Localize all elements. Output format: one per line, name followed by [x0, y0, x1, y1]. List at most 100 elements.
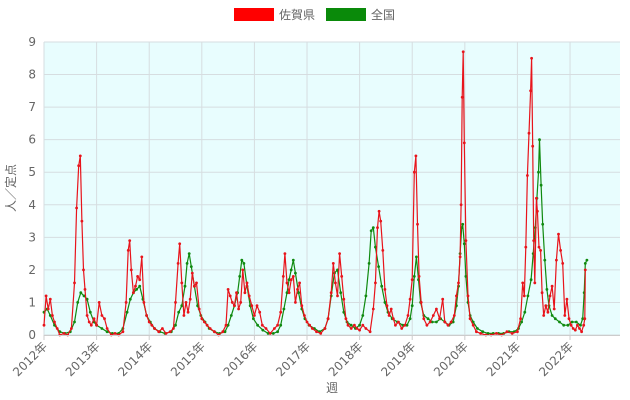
data-point	[533, 281, 537, 285]
data-point	[128, 297, 132, 301]
data-point	[226, 323, 230, 327]
data-point	[557, 232, 560, 236]
data-point	[305, 320, 309, 324]
data-point	[285, 291, 289, 295]
data-point	[355, 327, 359, 330]
data-point	[300, 304, 304, 308]
data-point	[77, 164, 81, 168]
data-point	[529, 89, 532, 93]
y-tick-label: 3	[28, 230, 36, 244]
data-point	[237, 307, 241, 311]
data-point	[342, 310, 346, 314]
data-point	[408, 297, 412, 301]
data-point	[213, 330, 216, 334]
data-point	[268, 332, 272, 335]
data-point	[157, 330, 161, 334]
data-point	[229, 314, 233, 317]
data-point	[397, 320, 400, 324]
data-point	[298, 281, 301, 285]
data-point	[291, 258, 295, 262]
data-point	[287, 291, 291, 295]
legend-item-saga[interactable]: 佐賀県	[234, 8, 315, 22]
data-point	[205, 323, 209, 327]
data-point	[315, 330, 318, 334]
data-point	[193, 284, 196, 288]
data-point	[530, 56, 533, 60]
data-point	[75, 206, 78, 210]
data-point	[243, 291, 247, 295]
data-point	[541, 222, 545, 226]
data-point	[174, 323, 177, 327]
data-point	[289, 268, 293, 272]
data-point	[294, 301, 297, 304]
data-point	[464, 275, 468, 278]
data-point	[522, 294, 526, 298]
data-point	[203, 320, 206, 324]
data-point	[95, 323, 98, 327]
data-point	[523, 310, 527, 314]
data-point	[189, 265, 193, 268]
data-point	[228, 294, 232, 298]
data-point	[124, 301, 128, 304]
data-point	[187, 252, 191, 256]
data-point	[82, 294, 86, 298]
data-point	[571, 327, 575, 330]
data-point	[164, 332, 168, 335]
data-point	[134, 284, 137, 288]
data-point	[296, 288, 299, 291]
data-point	[521, 281, 525, 285]
y-tick-label: 0	[28, 328, 36, 342]
data-point	[172, 327, 175, 330]
data-point	[230, 301, 234, 304]
x-tick-label: 2015年	[168, 339, 208, 379]
data-point	[381, 249, 385, 252]
data-point	[176, 262, 180, 265]
data-point	[550, 314, 554, 317]
data-point	[129, 268, 133, 272]
data-point	[543, 258, 547, 262]
data-point	[520, 320, 523, 324]
data-point	[583, 262, 587, 265]
data-point	[410, 304, 414, 308]
legend-label-national: 全国	[371, 7, 395, 22]
data-point	[542, 314, 546, 317]
data-point	[457, 281, 460, 285]
data-point	[452, 314, 456, 317]
data-point	[188, 297, 192, 301]
y-tick-label: 8	[28, 68, 36, 82]
data-point	[410, 278, 414, 282]
data-point	[346, 323, 350, 327]
y-tick-label: 1	[28, 295, 36, 309]
data-point	[379, 219, 383, 223]
data-point	[195, 281, 198, 285]
data-point	[279, 323, 283, 327]
data-point	[462, 141, 466, 145]
data-point	[414, 154, 418, 158]
data-point	[364, 294, 368, 298]
data-point	[80, 219, 84, 223]
data-point	[579, 323, 582, 327]
data-point	[174, 301, 177, 304]
x-tick-label: 2019年	[378, 339, 418, 379]
data-point	[435, 320, 438, 324]
data-point	[412, 275, 416, 278]
data-point	[535, 196, 538, 200]
data-point	[569, 323, 573, 327]
data-point	[371, 226, 375, 230]
data-point	[87, 320, 91, 324]
data-point	[583, 317, 587, 321]
data-point	[261, 328, 265, 332]
data-point	[526, 174, 529, 177]
data-point	[391, 317, 395, 321]
data-point	[466, 294, 470, 298]
data-point	[361, 323, 365, 327]
data-point	[168, 330, 172, 334]
data-point	[135, 288, 139, 291]
data-point	[289, 278, 293, 282]
data-point	[367, 262, 371, 265]
legend-item-national[interactable]: 全国	[326, 7, 395, 22]
data-point	[291, 275, 295, 278]
data-point	[260, 323, 264, 327]
grid-lines	[43, 41, 620, 336]
